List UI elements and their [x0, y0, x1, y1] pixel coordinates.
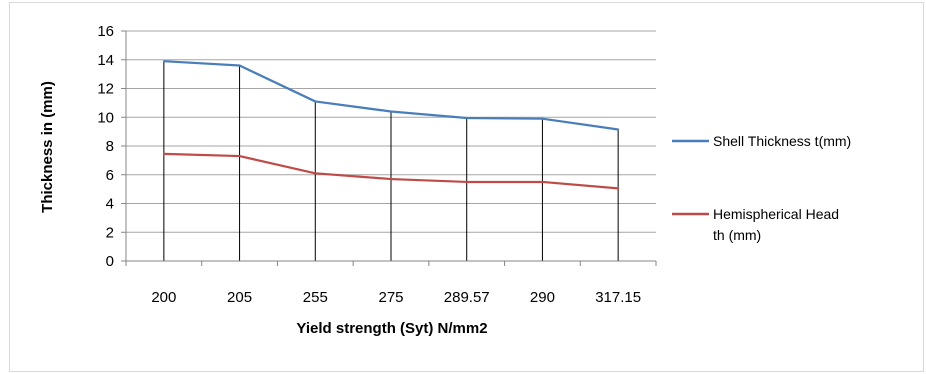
x-tick-label: 255 [303, 289, 328, 306]
x-tick-label: 290 [530, 289, 555, 306]
x-tick-label: 205 [227, 289, 252, 306]
series-lines [162, 60, 620, 190]
y-tick-label: 12 [97, 81, 114, 98]
legend-entry: Hemispherical Head th (mm) [672, 206, 839, 243]
y-axis-title: Thickness in (mm) [39, 81, 56, 213]
y-tick-label: 16 [97, 23, 114, 40]
data-point [390, 110, 392, 113]
data-point [314, 100, 317, 103]
axes [121, 30, 657, 266]
y-tick-label: 6 [106, 167, 114, 184]
legend-label-line: th (mm) [713, 227, 761, 243]
data-point [238, 64, 241, 67]
x-axis-title: Yield strength (Syt) N/mm2 [296, 320, 487, 337]
data-point [390, 178, 392, 181]
y-tick-label: 0 [106, 253, 114, 270]
legend: Shell Thickness t(mm) Hemispherical Head t… [672, 133, 851, 243]
legend-entry: Shell Thickness t(mm) [672, 133, 851, 149]
x-tick-label: 289.57 [444, 289, 490, 306]
data-point [541, 117, 544, 120]
data-point [162, 152, 165, 155]
data-point [617, 128, 620, 131]
data-point [617, 187, 620, 190]
data-point [541, 180, 544, 183]
y-tick-label: 4 [106, 196, 114, 213]
y-tick-label: 10 [97, 109, 114, 126]
data-point [465, 180, 468, 183]
data-point [162, 60, 165, 63]
drop-lines [163, 61, 619, 261]
y-tick-label: 2 [106, 224, 114, 241]
x-tick-label: 200 [151, 289, 176, 306]
x-tick-label: 317.15 [595, 289, 641, 306]
legend-label: Hemispherical Head th (mm) [713, 206, 839, 243]
y-tick-label: 14 [97, 52, 114, 69]
data-point [238, 155, 241, 158]
x-tick-label: 275 [378, 289, 403, 306]
legend-label-line: Hemispherical Head [713, 206, 839, 222]
legend-label: Shell Thickness t(mm) [713, 133, 851, 149]
tick-labels: 0 2 4 6 8 10 12 14 16 200 205 255 275 289.57 290 317.15 [97, 23, 641, 306]
y-tick-label: 8 [106, 138, 114, 155]
data-point [465, 116, 468, 119]
data-point [314, 172, 317, 175]
